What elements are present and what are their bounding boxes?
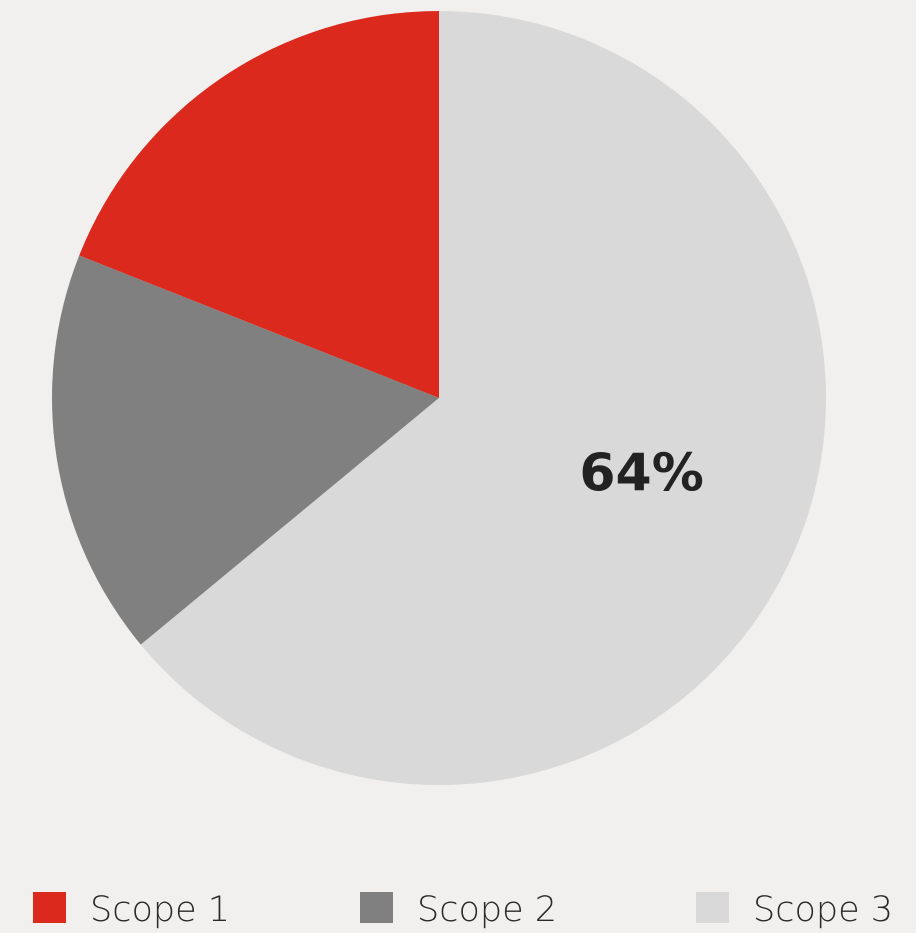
pie-slice bbox=[140, 11, 826, 785]
legend-swatch bbox=[33, 892, 66, 923]
legend-swatch bbox=[360, 892, 393, 923]
legend-swatch bbox=[696, 892, 729, 923]
pie-slice bbox=[79, 11, 439, 398]
pie-slice bbox=[52, 255, 440, 645]
legend-label: Scope 1 bbox=[90, 890, 230, 930]
legend-label: Scope 3 bbox=[753, 890, 893, 930]
value-label: 64% bbox=[579, 444, 703, 504]
legend-label: Scope 2 bbox=[417, 890, 557, 930]
